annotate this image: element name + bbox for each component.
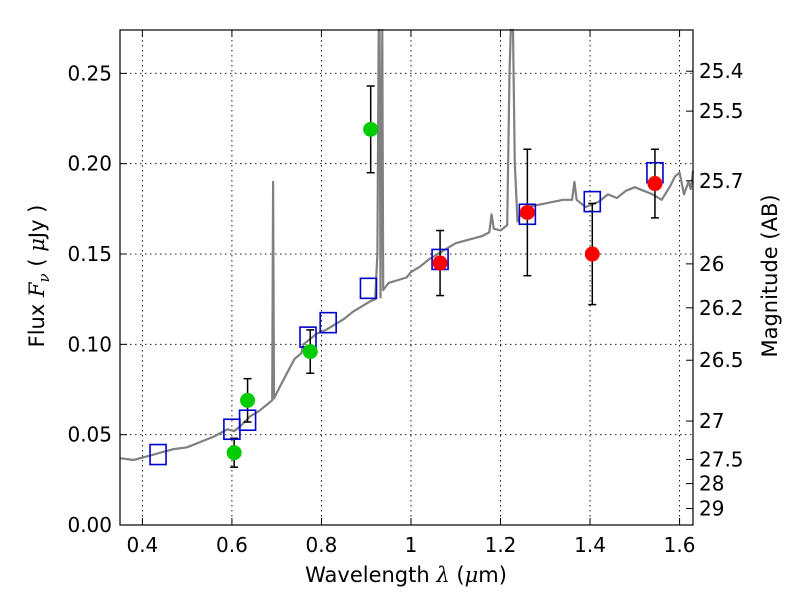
- y-tick-label: 0.15: [67, 242, 112, 266]
- model-point: [238, 409, 257, 432]
- x-tick-label: 0.4: [126, 533, 158, 557]
- mag-tick-label: 25.7: [699, 169, 744, 193]
- plot-frame: [119, 29, 694, 526]
- model-point: [149, 443, 167, 466]
- mag-tick-label: 25.4: [699, 59, 744, 83]
- observed-point: [302, 344, 318, 360]
- observed-point: [647, 176, 663, 192]
- observed-point: [584, 246, 600, 262]
- model-point: [583, 190, 602, 213]
- spectrum-layer: [119, 28, 695, 462]
- mag-tick-label: 29: [699, 497, 724, 521]
- model-point: [518, 203, 537, 226]
- y-tick-label: 0.05: [67, 423, 112, 447]
- x-tick-label: 0.6: [216, 533, 248, 557]
- marker-layer: [149, 121, 664, 466]
- observed-point: [432, 255, 448, 271]
- x-tick-label: 1.6: [664, 533, 696, 557]
- y-axis-label: Flux Fν ( μJy ): [25, 205, 53, 348]
- x-tick-label: 0.8: [306, 533, 338, 557]
- tick-layer: 0.4 0.6 0.8 1 1.2 1.4 1.6 0.00 0.05 0.10 0.15 0.20 0…: [67, 30, 744, 557]
- x-tick-label: 1.4: [574, 533, 606, 557]
- mag-tick-label: 27: [699, 409, 724, 433]
- x-tick-label: 1.2: [485, 533, 517, 557]
- mag-tick-label: 25.5: [699, 99, 744, 123]
- y-tick-label: 0.20: [67, 152, 112, 176]
- model-point: [359, 277, 378, 300]
- observed-point: [240, 392, 256, 408]
- spectrum-line: [119, 28, 695, 462]
- x-axis-label: Wavelength λ (μm): [305, 563, 507, 587]
- mag-tick-label: 28: [699, 472, 724, 496]
- mag-tick-label: 27.5: [699, 447, 744, 471]
- errorbar-layer: [230, 85, 659, 468]
- observed-point: [226, 445, 242, 461]
- y-tick-label: 0.00: [67, 513, 112, 537]
- mag-tick-label: 26.5: [699, 348, 744, 372]
- y2-axis-label: Magnitude (AB): [758, 194, 782, 357]
- mag-tick-label: 26.2: [699, 296, 744, 320]
- x-tick-label: 1: [405, 533, 418, 557]
- observed-point: [519, 204, 535, 220]
- mag-tick-label: 26: [699, 252, 724, 276]
- observed-point: [363, 121, 379, 137]
- y-tick-label: 0.25: [67, 61, 112, 85]
- model-point: [319, 311, 337, 334]
- y-tick-label: 0.10: [67, 332, 112, 356]
